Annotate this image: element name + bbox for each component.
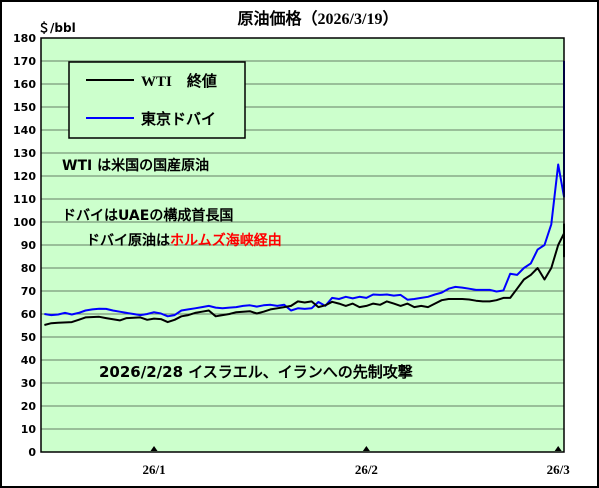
y-tick-label-30: 30	[21, 377, 37, 390]
y-tick-label-170: 170	[13, 55, 36, 68]
annotation-dubai-hormuz-lead: ドバイ原油は	[86, 232, 170, 249]
y-tick-label-50: 50	[21, 331, 37, 344]
grid-lines	[41, 60, 564, 430]
annotation-hormuz-strait: ホルムズ海峡経由	[170, 232, 282, 249]
legend-box	[68, 61, 246, 139]
x-tick-label-26/2: 26/2	[355, 462, 378, 477]
y-tick-label-150: 150	[13, 101, 36, 114]
legend-label-dubai: 東京ドバイ	[141, 110, 216, 128]
x-tick-mark-26/2	[362, 446, 370, 451]
x-tick-mark-26/1	[150, 446, 158, 451]
annotation-preemptive-strike: 2026/2/28 イスラエル、イランへの先制攻撃	[99, 363, 413, 381]
y-unit-label: ＄/bbl	[38, 20, 76, 35]
legend-label-wti: WTI 終値	[141, 72, 217, 90]
x-axis-ticks: 26/1 26/2 26/3	[142, 446, 570, 477]
series-line-wti	[44, 223, 565, 326]
y-tick-label-100: 100	[13, 216, 36, 229]
annotation-dubai-hormuz: ドバイ原油はホルムズ海峡経由	[86, 232, 282, 249]
chart-title: 原油価格（2026/3/19）	[238, 9, 399, 28]
series-line-tokyo-dubai	[44, 61, 565, 318]
y-tick-label-10: 10	[21, 423, 37, 436]
plot-border	[40, 37, 565, 453]
y-tick-label-140: 140	[13, 124, 36, 137]
y-tick-label-120: 120	[13, 170, 36, 183]
y-tick-label-130: 130	[13, 147, 36, 160]
x-tick-label-26/3: 26/3	[547, 462, 571, 477]
annotation-dubai-uae: ドバイはUAEの構成首長国	[62, 207, 233, 224]
y-tick-label-160: 160	[13, 78, 36, 91]
y-tick-label-60: 60	[21, 308, 37, 321]
y-tick-label-70: 70	[21, 285, 37, 298]
y-tick-label-20: 20	[21, 400, 37, 413]
y-tick-label-40: 40	[21, 354, 37, 367]
series-lines	[44, 61, 565, 326]
legend: WTI 終値 東京ドバイ	[68, 61, 246, 139]
annotation-wti-origin: WTI は米国の国産原油	[62, 157, 209, 174]
y-tick-label-180: 180	[13, 32, 36, 45]
x-tick-label-26/1: 26/1	[142, 462, 165, 477]
y-tick-label-80: 80	[21, 262, 37, 275]
x-tick-mark-26/3	[554, 446, 562, 451]
y-axis-ticks: 0 10 20 30 40 50 60 70 80 90 100 110 120 130 140 150 160…	[13, 32, 36, 459]
y-tick-label-0: 0	[28, 446, 36, 459]
y-tick-label-110: 110	[13, 193, 36, 206]
y-tick-label-90: 90	[21, 239, 37, 252]
